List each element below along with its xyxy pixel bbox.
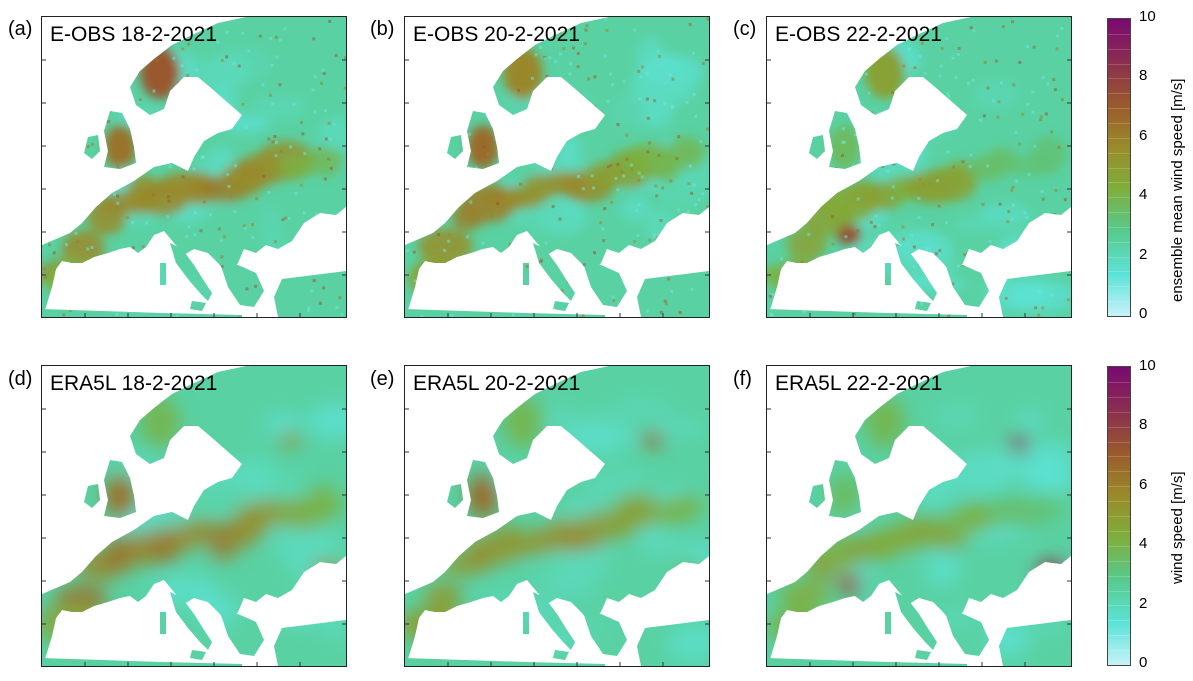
- panel-letter: (c): [733, 18, 757, 40]
- colorbar-band: [1108, 605, 1130, 607]
- colorbar-tick: 0: [1139, 654, 1148, 671]
- colorbar-tick: 10: [1139, 357, 1156, 374]
- colorbar-band: [1108, 226, 1130, 228]
- colorbar-band: [1108, 271, 1130, 273]
- europe-map: [767, 366, 1071, 666]
- colorbar-band: [1108, 545, 1130, 547]
- map-eobs-22-2-2021: E-OBS 22-2-2021: [766, 16, 1072, 318]
- panel-letter: (f): [733, 368, 752, 390]
- frame-ticks: [767, 408, 1071, 666]
- colorbar-band: [1108, 635, 1130, 637]
- wind-field: [405, 366, 709, 666]
- colorbar-band: [1108, 122, 1130, 124]
- wind-field: [42, 366, 346, 666]
- colorbar-band: [1108, 182, 1130, 184]
- wind-field: [42, 17, 346, 317]
- colorbar-tick: 6: [1139, 476, 1148, 493]
- map-eobs-20-2-2021: E-OBS 20-2-2021: [404, 16, 710, 318]
- map-era5l-22-2-2021: ERA5L 22-2-2021: [766, 365, 1072, 667]
- colorbar-tick: 2: [1139, 595, 1148, 612]
- colorbar-tick: 10: [1139, 8, 1156, 25]
- colorbar-band: [1108, 78, 1130, 80]
- colorbar-tick: 4: [1139, 186, 1148, 203]
- colorbar-tick: 0: [1139, 305, 1148, 322]
- colorbar-band: [1108, 516, 1130, 517]
- colorbar-tick: 4: [1139, 535, 1148, 552]
- colorbar-band: [1108, 152, 1130, 154]
- colorbar-tick: 8: [1139, 67, 1148, 84]
- panel-title: E-OBS 18-2-2021: [50, 23, 217, 46]
- colorbar-label: ensemble mean wind speed [m/s]: [1169, 78, 1186, 302]
- wind-field: [405, 17, 709, 317]
- colorbar-band: [1108, 456, 1130, 458]
- colorbar-tick: 2: [1139, 246, 1148, 263]
- colorbar-band: [1108, 381, 1130, 383]
- colorbar-band: [1108, 137, 1130, 139]
- colorbar-band: [1108, 301, 1130, 303]
- europe-map: [405, 17, 709, 317]
- frame-ticks: [42, 408, 346, 666]
- europe-map: [42, 366, 346, 666]
- map-eobs-18-2-2021: E-OBS 18-2-2021: [41, 16, 347, 318]
- panel-letter: (a): [8, 18, 33, 40]
- colorbar-gradient: [1107, 366, 1131, 666]
- panel-title: ERA5L 18-2-2021: [50, 372, 218, 395]
- panel-letter: (d): [8, 368, 33, 390]
- panel-letter: (b): [370, 18, 395, 40]
- panel-title: ERA5L 22-2-2021: [775, 372, 943, 395]
- colorbar-gradient: [1107, 18, 1131, 317]
- colorbar-band: [1108, 197, 1130, 199]
- colorbar-band: [1108, 560, 1130, 562]
- panel-title: E-OBS 22-2-2021: [775, 23, 942, 46]
- colorbar-band: [1108, 63, 1130, 65]
- panel-title: E-OBS 20-2-2021: [413, 23, 580, 46]
- colorbar-band: [1108, 411, 1130, 413]
- map-era5l-20-2-2021: ERA5L 20-2-2021: [404, 365, 710, 667]
- colorbar-band: [1108, 650, 1130, 652]
- colorbar-label: wind speed [m/s]: [1169, 471, 1186, 584]
- colorbar-band: [1108, 212, 1130, 214]
- colorbar-band: [1108, 33, 1130, 35]
- europe-map: [42, 17, 346, 317]
- colorbar-band: [1108, 426, 1130, 428]
- frame-ticks: [767, 59, 1071, 317]
- colorbar-band: [1108, 167, 1130, 169]
- colorbar-band: [1108, 286, 1130, 288]
- colorbar-band: [1108, 501, 1130, 503]
- colorbar-band: [1108, 530, 1130, 532]
- europe-map: [405, 366, 709, 666]
- colorbar-tick: 6: [1139, 127, 1148, 144]
- frame-ticks: [42, 59, 346, 317]
- colorbar-band: [1108, 241, 1130, 243]
- colorbar-band: [1108, 620, 1130, 622]
- colorbar-band: [1108, 590, 1130, 592]
- map-era5l-18-2-2021: ERA5L 18-2-2021: [41, 365, 347, 667]
- frame-ticks: [405, 59, 709, 317]
- colorbar-band: [1108, 256, 1130, 258]
- colorbar-band: [1108, 108, 1130, 110]
- panel-letter: (e): [370, 368, 395, 390]
- wind-field: [767, 366, 1071, 666]
- colorbar-band: [1108, 471, 1130, 473]
- panel-title: ERA5L 20-2-2021: [413, 372, 581, 395]
- wind-field: [767, 17, 1071, 317]
- colorbar-band: [1108, 486, 1130, 488]
- colorbar-band: [1108, 396, 1130, 398]
- frame-ticks: [405, 408, 709, 666]
- colorbar-band: [1108, 575, 1130, 577]
- colorbar-band: [1108, 48, 1130, 50]
- colorbar-tick: 8: [1139, 416, 1148, 433]
- europe-map: [767, 17, 1071, 317]
- colorbar-band: [1108, 93, 1130, 95]
- colorbar-band: [1108, 441, 1130, 443]
